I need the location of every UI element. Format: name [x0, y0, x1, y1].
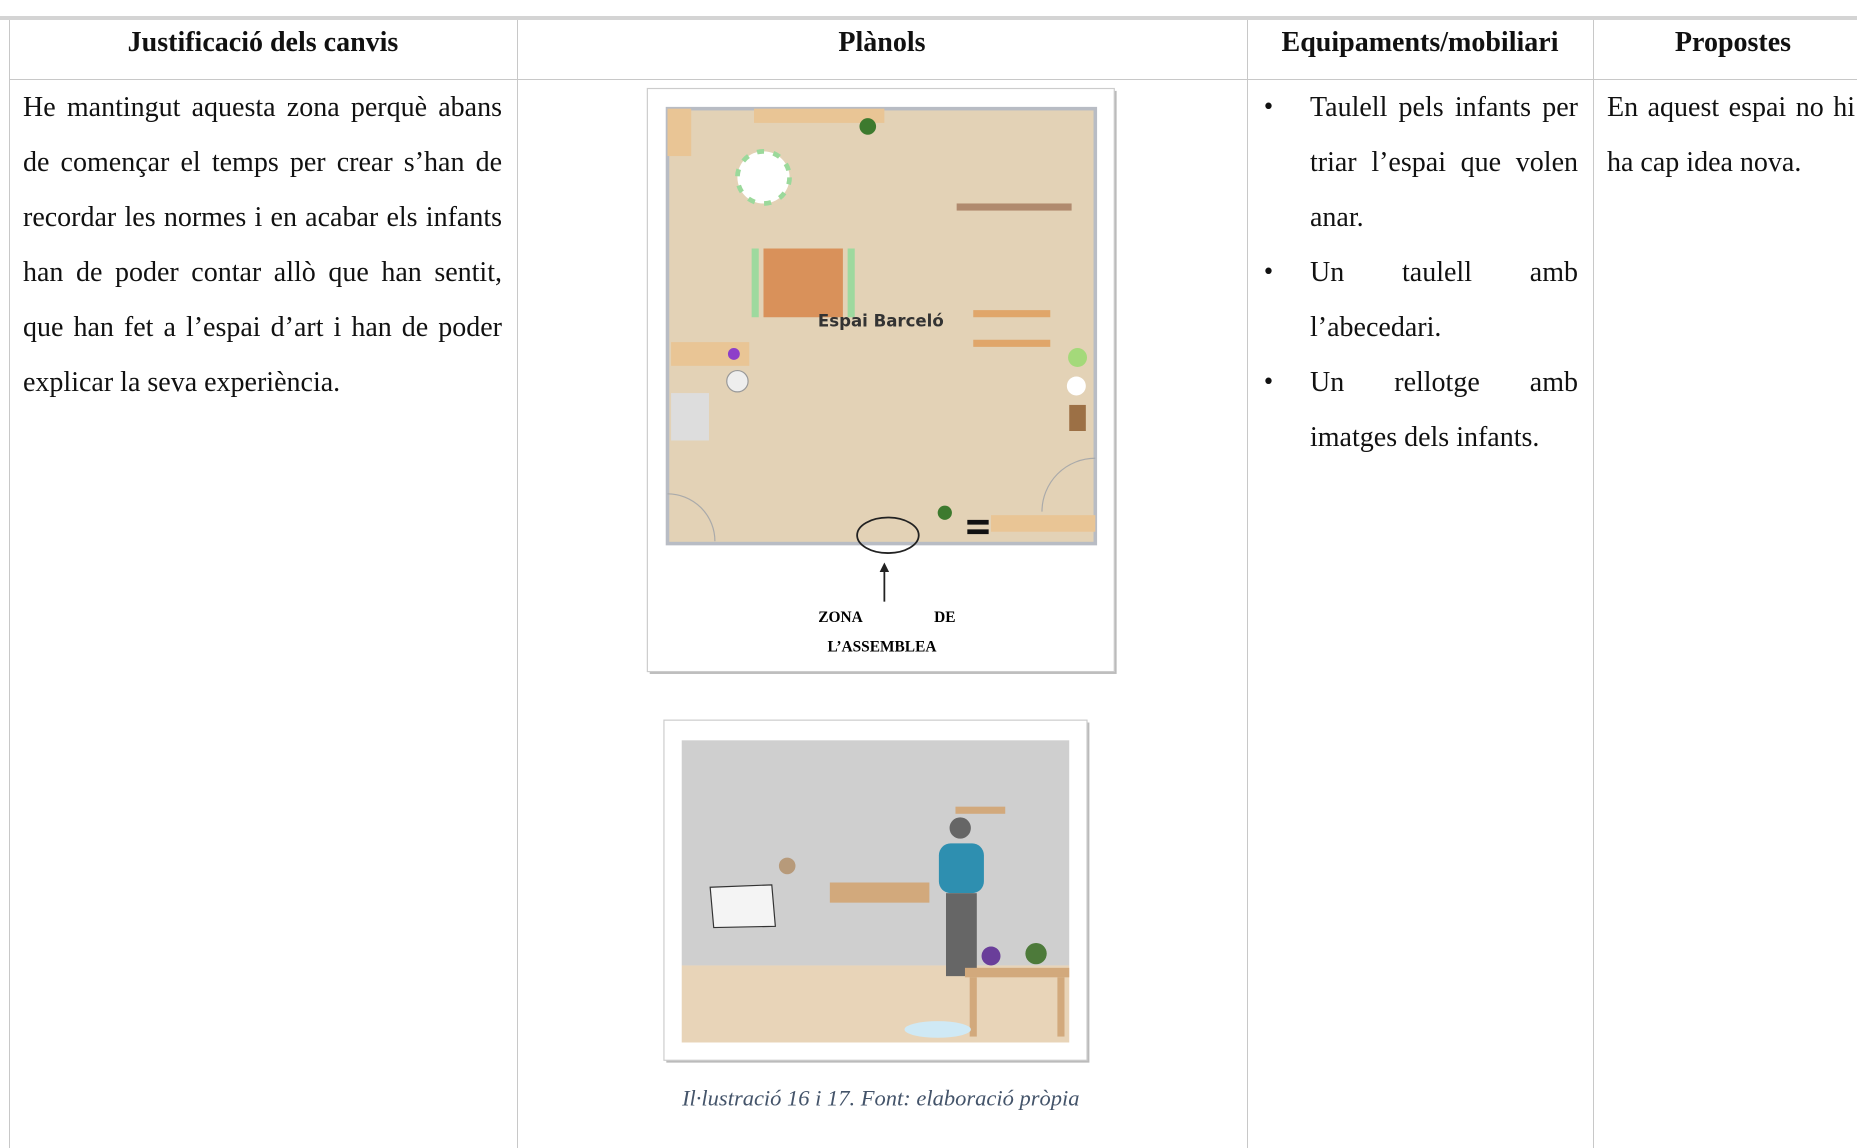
- highlight: [856, 516, 920, 554]
- top-rule: [0, 16, 1857, 20]
- whiteboard: [709, 884, 776, 929]
- plant: [937, 505, 952, 520]
- zone-label: ZONA: [818, 609, 862, 626]
- header: Plànols: [838, 27, 926, 58]
- header: Justificació dels canvis: [127, 27, 399, 58]
- table: [763, 248, 843, 318]
- table: [964, 967, 1070, 978]
- chairs: [847, 248, 855, 318]
- furniture: [991, 515, 1096, 532]
- border: [9, 79, 1857, 80]
- round-table: [735, 148, 792, 206]
- bench: [973, 339, 1051, 347]
- body: [938, 843, 984, 894]
- header: Propostes: [1674, 27, 1792, 58]
- caption: Il·lustració 16 i 17. Font: elaboració p…: [681, 1085, 1079, 1110]
- header: Equipaments/mobiliari: [1281, 27, 1559, 58]
- bench: [973, 310, 1051, 318]
- furniture: [667, 108, 692, 157]
- wall: [681, 740, 1070, 966]
- plant: [981, 946, 1001, 966]
- furniture: [671, 393, 709, 441]
- object: [726, 369, 749, 393]
- arrow-head: [879, 562, 890, 573]
- equipment-list: Taulell pels infants per triar l’espai q…: [1262, 80, 1578, 465]
- proposals: En aquest espai no hi ha cap idea nova.: [1607, 92, 1855, 178]
- plan-label: Espai Barceló: [818, 312, 944, 331]
- list-item: Un rellotge amb imatges dels infants.: [1262, 355, 1578, 465]
- shelf: [956, 203, 1072, 211]
- clock: [778, 857, 796, 875]
- furniture: [671, 342, 750, 366]
- border: [1247, 20, 1248, 1148]
- zone-label: DE: [934, 609, 955, 626]
- board: [955, 806, 1006, 814]
- furniture: [1069, 404, 1086, 431]
- plant: [1025, 942, 1047, 965]
- zone-label: L’ASSEMBLEA: [828, 638, 937, 655]
- object: [967, 519, 989, 525]
- list-item: Taulell pels infants per triar l’espai q…: [1262, 80, 1578, 245]
- object: [967, 529, 989, 535]
- border: [9, 20, 10, 1148]
- table-leg: [969, 977, 977, 1037]
- table-leg: [1057, 977, 1065, 1037]
- head: [949, 817, 971, 839]
- object: [727, 348, 740, 360]
- justification: He mantingut aquesta zona perquè abans d…: [23, 92, 502, 398]
- door: [1041, 457, 1096, 512]
- illustrations: Espai Barceló ZONA DE L’ASSEMBLEA Il·lus…: [646, 87, 1117, 1110]
- mat: [904, 1021, 971, 1038]
- object: [1068, 348, 1088, 368]
- shelf: [829, 882, 930, 903]
- legs: [945, 893, 977, 977]
- object: [1066, 376, 1086, 396]
- list-item: Un taulell amb l’abecedari.: [1262, 245, 1578, 355]
- floor: [681, 965, 1070, 1043]
- chairs: [751, 248, 759, 318]
- plant: [859, 118, 877, 135]
- border: [517, 20, 518, 1148]
- door: [667, 493, 716, 542]
- furniture: [754, 108, 885, 123]
- border: [1593, 20, 1594, 1148]
